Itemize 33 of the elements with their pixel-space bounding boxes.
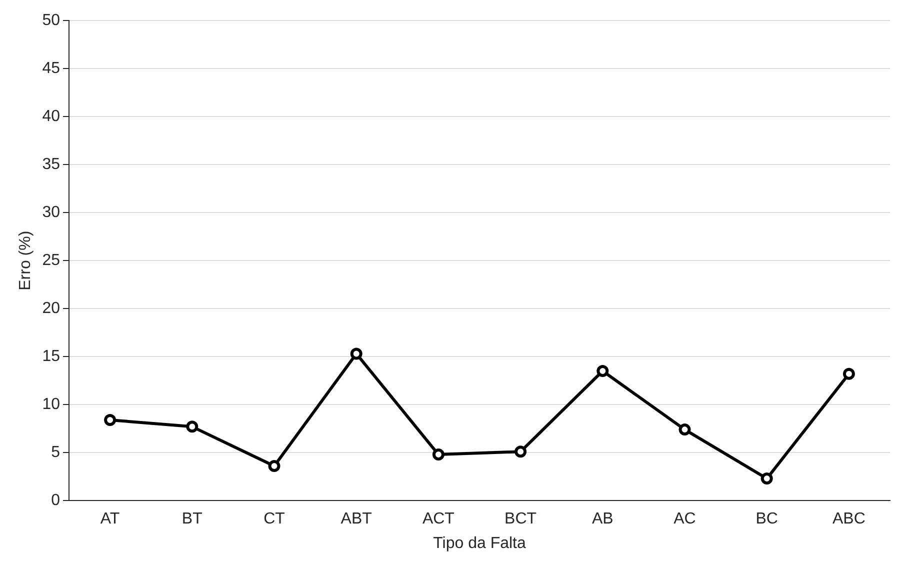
y-tick-label: 10 — [42, 396, 60, 414]
point — [596, 365, 609, 377]
y-tick-label: 20 — [42, 300, 60, 318]
y-tick-label: 30 — [42, 204, 60, 222]
y-tick-label: 5 — [51, 444, 60, 462]
point — [432, 448, 444, 461]
y-tick-label: 40 — [42, 108, 60, 126]
x-tick-label: CT — [264, 510, 286, 528]
x-tick-label: BC — [756, 510, 778, 528]
y-tick-label: 50 — [42, 12, 60, 30]
y-tick-label: 25 — [42, 252, 60, 270]
x-tick-label: AT — [100, 510, 120, 528]
x-tick-label: BT — [182, 510, 203, 528]
point — [350, 348, 362, 360]
x-tick-label: AB — [592, 510, 614, 528]
point — [104, 414, 116, 426]
x-tick-label: ACT — [422, 510, 455, 528]
x-tick-label: AC — [674, 510, 696, 528]
x-axis-title: Tipo da Falta — [433, 534, 526, 552]
y-tick-label: 45 — [42, 60, 60, 78]
x-tick-label: ABC — [832, 510, 866, 528]
point — [514, 446, 527, 458]
x-tick-label: ABT — [340, 510, 372, 528]
y-tick-label: 0 — [51, 492, 60, 510]
point — [268, 460, 280, 472]
y-axis-title: Erro (%) — [17, 230, 34, 290]
point — [760, 472, 773, 485]
point — [186, 420, 198, 433]
y-tick-label: 35 — [42, 156, 60, 174]
point — [678, 424, 691, 436]
point — [842, 368, 855, 380]
x-tick-label: BCT — [504, 510, 537, 528]
y-tick-label: 15 — [42, 348, 60, 366]
